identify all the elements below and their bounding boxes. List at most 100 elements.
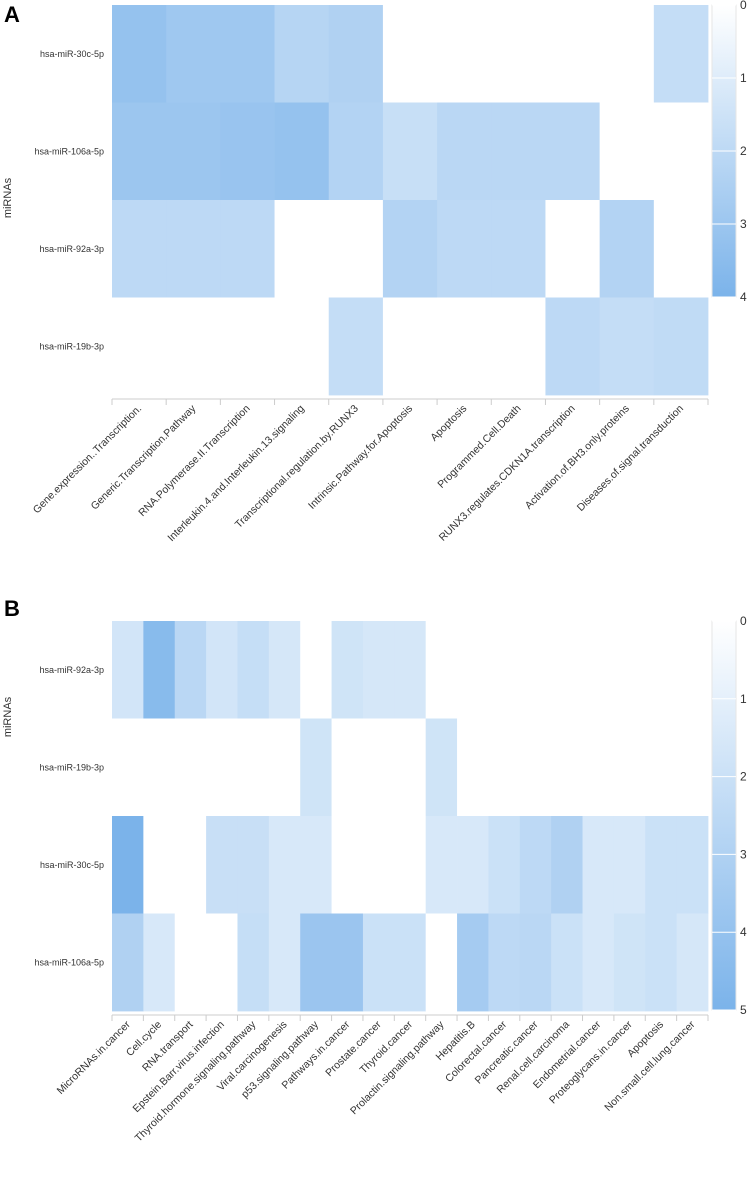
heatmap-cell (613, 718, 646, 817)
row-label: hsa-miR-92a-3p (39, 244, 104, 254)
heatmap-cell (362, 718, 395, 817)
heatmap-cell (331, 913, 364, 1012)
heatmap-cell (545, 297, 601, 396)
heatmap-cell (491, 102, 546, 201)
heatmap-cell (653, 102, 709, 201)
heatmap-cell (166, 102, 221, 201)
heatmap-cell (166, 297, 221, 396)
heatmap-cell (220, 297, 275, 396)
column-label: Gene.expression..Transcription. (31, 403, 144, 516)
heatmap-cell (382, 200, 438, 298)
heatmap-cell (143, 913, 176, 1012)
heatmap-cell (551, 718, 583, 817)
column-label: Intrinsic.Pathway.for.Apoptosis (306, 403, 415, 512)
column-label: Activation.of.BH3.only.proteins (523, 403, 632, 512)
row-label: hsa-miR-106a-5p (34, 146, 104, 156)
heatmap-cell (220, 5, 275, 103)
scale-tick-label: 3 (740, 847, 747, 861)
heatmap-cell (300, 913, 332, 1012)
heatmap-cell (112, 200, 167, 298)
row-label: hsa-miR-19b-3p (39, 341, 104, 351)
heatmap-cell (582, 816, 615, 914)
heatmap-cell (613, 816, 646, 914)
heatmap-cell (143, 718, 176, 817)
column-label: MicroRNAs.in.cancer (55, 1018, 134, 1097)
column-label: Generic.Transcription.Pathway (89, 402, 199, 512)
color-scale-bar (711, 620, 737, 1011)
heatmap-cell (582, 913, 615, 1012)
column-label: RNA.Polymerase.II.Transcription (136, 403, 252, 519)
column-label: Prostate.cancer (323, 1018, 384, 1079)
heatmap-cell (457, 816, 489, 914)
heatmap-cell (599, 297, 655, 396)
column-label: Apoptosis (428, 403, 469, 444)
heatmap-cell (599, 200, 655, 298)
scale-tick-label: 2 (740, 770, 747, 784)
heatmap-cell (599, 5, 655, 103)
scale-tick-label: 5 (740, 1003, 747, 1017)
heatmap-cell (112, 718, 144, 817)
heatmap-cell (645, 621, 678, 719)
heatmap-cell (237, 621, 270, 719)
heatmap-cell (457, 913, 489, 1012)
heatmap-cell (237, 913, 270, 1012)
heatmap-cell (274, 200, 330, 298)
heatmap-cell (613, 621, 646, 719)
heatmap-cell (206, 621, 238, 719)
heatmap-cell (331, 718, 364, 817)
scale-tick-label: 4 (740, 290, 747, 304)
heatmap-cell (394, 621, 427, 719)
heatmap-cell (382, 5, 438, 103)
heatmap-cell (362, 913, 395, 1012)
scale-tick-label: 0 (740, 0, 747, 12)
heatmap-cell (645, 913, 678, 1012)
heatmap-cell (328, 5, 384, 103)
heatmap-cell (437, 102, 492, 201)
heatmap-cell (545, 5, 601, 103)
heatmap-cell (237, 718, 270, 817)
scale-tick-label: 1 (740, 71, 747, 85)
heatmap-cell (645, 816, 678, 914)
panel-b-label: B (4, 596, 20, 621)
heatmap-cell (425, 718, 458, 817)
heatmap-cell (545, 102, 601, 201)
heatmap-cell (551, 913, 583, 1012)
heatmap-cell (331, 816, 364, 914)
heatmap-cell (143, 816, 176, 914)
heatmap-cell (491, 5, 546, 103)
heatmap-cell (551, 816, 583, 914)
heatmap-cell (174, 816, 207, 914)
heatmap-cell (488, 913, 521, 1012)
heatmap-cell (425, 913, 458, 1012)
heatmap-cell (676, 913, 709, 1012)
heatmap-cell (268, 621, 301, 719)
heatmap-cell (166, 5, 221, 103)
heatmap-cell (220, 102, 275, 201)
heatmap-cell (613, 913, 646, 1012)
heatmap-cell (112, 5, 167, 103)
heatmap-cell (394, 718, 427, 817)
heatmap-cell (382, 102, 438, 201)
heatmap-cell (519, 718, 552, 817)
panel-a-y-axis-title: miRNAs (2, 177, 14, 218)
row-label: hsa-miR-92a-3p (39, 665, 104, 675)
heatmap-cell (437, 200, 492, 298)
scale-tick-label: 2 (740, 144, 747, 158)
heatmap-cell (457, 718, 489, 817)
row-label: hsa-miR-30c-5p (40, 860, 104, 870)
heatmap-cell (437, 5, 492, 103)
heatmap-cell (220, 200, 275, 298)
heatmap-cell (582, 718, 615, 817)
heatmap-cell (676, 718, 709, 817)
heatmap-cell (206, 718, 238, 817)
scale-tick-label: 4 (740, 925, 747, 939)
heatmap-cell (362, 621, 395, 719)
heatmap-cell (206, 816, 238, 914)
heatmap-cell (362, 816, 395, 914)
heatmap-cell (491, 200, 546, 298)
heatmap-cell (300, 621, 332, 719)
heatmap-cell (676, 816, 709, 914)
heatmap-cell (394, 913, 427, 1012)
heatmap-cell (274, 5, 330, 103)
